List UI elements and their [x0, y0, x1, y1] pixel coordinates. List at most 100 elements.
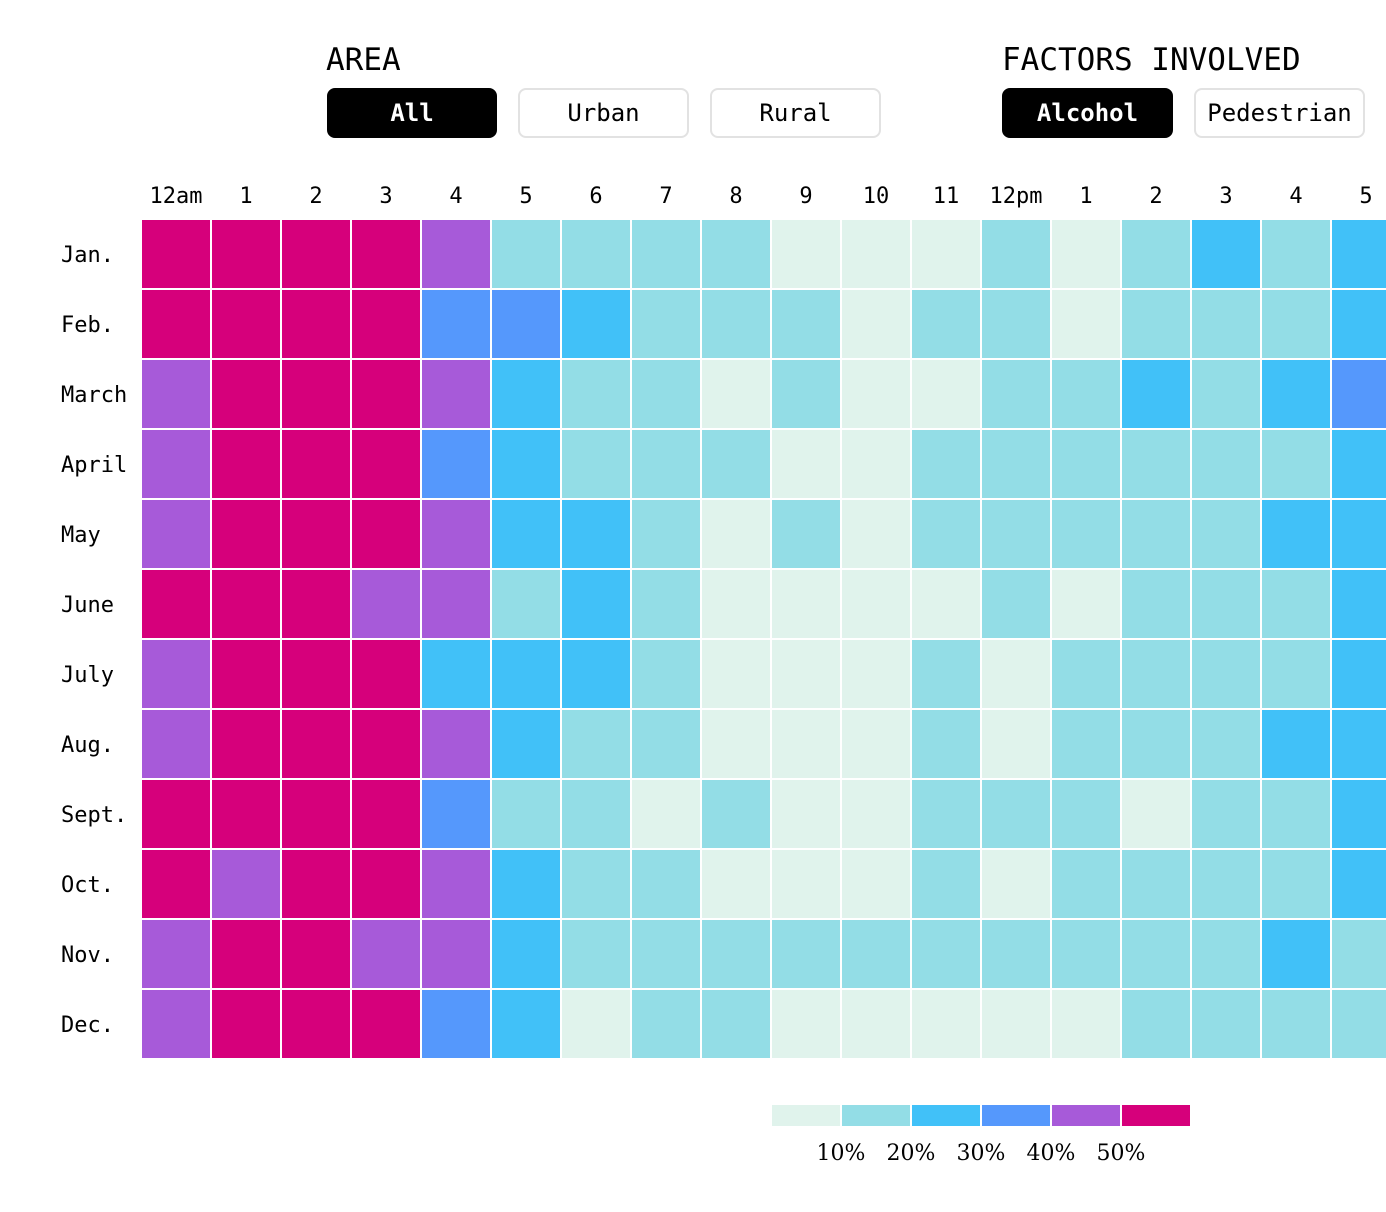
heatmap-cell-Oct.-12am-col0: [140, 848, 212, 920]
heatmap-cell-April-1-col1: [210, 428, 282, 500]
area-all-button[interactable]: All: [327, 88, 497, 138]
heatmap-cell-Nov.-2-col14: [1120, 918, 1192, 990]
heatmap-cell-May-4-col4: [420, 498, 492, 570]
heatmap-cell-March-4-col16: [1260, 358, 1332, 430]
heatmap-cell-Feb.-4-col4: [420, 288, 492, 360]
heatmap-cell-June-5-col17: [1330, 568, 1386, 640]
heatmap-cell-July-8-col8: [700, 638, 772, 710]
heatmap-cell-Dec.-2-col2: [280, 988, 352, 1060]
heatmap-cell-Nov.-1-col13: [1050, 918, 1122, 990]
y-axis-month-labels: Jan. Feb. March April May June July Aug. Sept. Oc…: [61, 243, 127, 1038]
heatmap-cell-April-1-col13: [1050, 428, 1122, 500]
heatmap-cell-Feb.-7-col7: [630, 288, 702, 360]
heatmap-cell-April-5-col5: [490, 428, 562, 500]
heatmap-cell-Jan.-2-col2: [280, 218, 352, 290]
heatmap-cell-Jan.-6-col6: [560, 218, 632, 290]
heatmap-cell-April-12am-col0: [140, 428, 212, 500]
heatmap-cell-Oct.-3-col15: [1190, 848, 1262, 920]
heatmap-cell-May-3-col3: [350, 498, 422, 570]
heatmap-cell-Jan.-5-col17: [1330, 218, 1386, 290]
heatmap-cell-June-3-col15: [1190, 568, 1262, 640]
heatmap-cell-Nov.-10-col10: [840, 918, 912, 990]
legend-swatch: [1050, 1103, 1122, 1128]
heatmap-cell-Jan.-4-col4: [420, 218, 492, 290]
heatmap-cell-Aug.-2-col14: [1120, 708, 1192, 780]
heatmap-cell-April-2-col2: [280, 428, 352, 500]
heatmap-cell-Sept.-3-col3: [350, 778, 422, 850]
heatmap-cell-July-11-col11: [910, 638, 982, 710]
heatmap-cell-Oct.-2-col14: [1120, 848, 1192, 920]
y-tick-label: Dec.: [61, 1013, 114, 1038]
heatmap-cell-Dec.-2-col14: [1120, 988, 1192, 1060]
heatmap-cell-March-1-col13: [1050, 358, 1122, 430]
heatmap-cell-July-6-col6: [560, 638, 632, 710]
legend-swatch: [840, 1103, 912, 1128]
heatmap-cell-May-2-col2: [280, 498, 352, 570]
heatmap-cell-May-12am-col0: [140, 498, 212, 570]
heatmap-cell-June-4-col16: [1260, 568, 1332, 640]
heatmap-cell-Feb.-10-col10: [840, 288, 912, 360]
heatmap-cell-Feb.-1-col13: [1050, 288, 1122, 360]
heatmap-cell-June-2-col14: [1120, 568, 1192, 640]
heatmap-cell-Aug.-4-col4: [420, 708, 492, 780]
heatmap-cell-April-9-col9: [770, 428, 842, 500]
area-title: AREA: [326, 42, 401, 78]
heatmap-cell-Dec.-3-col15: [1190, 988, 1262, 1060]
heatmap-cell-Aug.-11-col11: [910, 708, 982, 780]
heatmap-cell-Sept.-7-col7: [630, 778, 702, 850]
heatmap-cell-May-1-col1: [210, 498, 282, 570]
x-tick-label: 10: [863, 184, 890, 209]
heatmap-cell-Sept.-12am-col0: [140, 778, 212, 850]
x-tick-label: 12pm: [990, 184, 1043, 209]
factor-pedestrian-button[interactable]: Pedestrian: [1194, 88, 1365, 138]
heatmap-cell-July-9-col9: [770, 638, 842, 710]
heatmap-cell-Sept.-6-col6: [560, 778, 632, 850]
heatmap-cell-Feb.-4-col16: [1260, 288, 1332, 360]
x-tick-label: 3: [1219, 184, 1232, 209]
legend-threshold-label: 30%: [957, 1141, 1006, 1166]
heatmap-cell-Feb.-12pm-col12: [980, 288, 1052, 360]
heatmap-cell-April-7-col7: [630, 428, 702, 500]
heatmap-cell-June-2-col2: [280, 568, 352, 640]
legend-threshold-label: 10%: [817, 1141, 866, 1166]
heatmap-cell-May-2-col14: [1120, 498, 1192, 570]
heatmap-cell-May-5-col17: [1330, 498, 1386, 570]
heatmap-cell-April-10-col10: [840, 428, 912, 500]
heatmap-cell-April-4-col4: [420, 428, 492, 500]
y-tick-label: Feb.: [61, 313, 114, 338]
heatmap-cell-April-8-col8: [700, 428, 772, 500]
heatmap-cell-Feb.-11-col11: [910, 288, 982, 360]
heatmap-cell-July-1-col13: [1050, 638, 1122, 710]
area-rural-button[interactable]: Rural: [710, 88, 881, 138]
heatmap-cell-Nov.-12pm-col12: [980, 918, 1052, 990]
heatmap-cell-Jan.-4-col16: [1260, 218, 1332, 290]
heatmap-cell-March-2-col14: [1120, 358, 1192, 430]
heatmap-cell-May-9-col9: [770, 498, 842, 570]
heatmap-cell-Sept.-3-col15: [1190, 778, 1262, 850]
heatmap-cell-Aug.-9-col9: [770, 708, 842, 780]
y-tick-label: Sept.: [61, 803, 127, 828]
heatmap-cell-Aug.-10-col10: [840, 708, 912, 780]
x-axis-hour-labels: 12am 1 2 3 4 5 6 7 8 9 10 11 12pm 1 2 3 4 5: [150, 184, 1373, 209]
heatmap-cell-Feb.-8-col8: [700, 288, 772, 360]
heatmap-cell-Aug.-12am-col0: [140, 708, 212, 780]
legend-threshold-label: 40%: [1027, 1141, 1076, 1166]
y-tick-label: April: [61, 453, 127, 478]
heatmap-cell-Nov.-8-col8: [700, 918, 772, 990]
heatmap-cell-Jan.-10-col10: [840, 218, 912, 290]
heatmap-cell-Nov.-7-col7: [630, 918, 702, 990]
heatmap-cell-Dec.-8-col8: [700, 988, 772, 1060]
heatmap-cell-Feb.-2-col2: [280, 288, 352, 360]
heatmap-cell-July-3-col3: [350, 638, 422, 710]
heatmap-cell-March-11-col11: [910, 358, 982, 430]
heatmap-cell-Aug.-8-col8: [700, 708, 772, 780]
heatmap-cell-Nov.-9-col9: [770, 918, 842, 990]
factor-alcohol-button[interactable]: Alcohol: [1002, 88, 1173, 138]
heatmap-cell-Dec.-10-col10: [840, 988, 912, 1060]
heatmap-cell-April-12pm-col12: [980, 428, 1052, 500]
heatmap-cell-March-3-col15: [1190, 358, 1262, 430]
heatmap-cell-Oct.-5-col5: [490, 848, 562, 920]
heatmap-cell-Oct.-2-col2: [280, 848, 352, 920]
area-urban-button[interactable]: Urban: [518, 88, 689, 138]
heatmap-cell-June-8-col8: [700, 568, 772, 640]
